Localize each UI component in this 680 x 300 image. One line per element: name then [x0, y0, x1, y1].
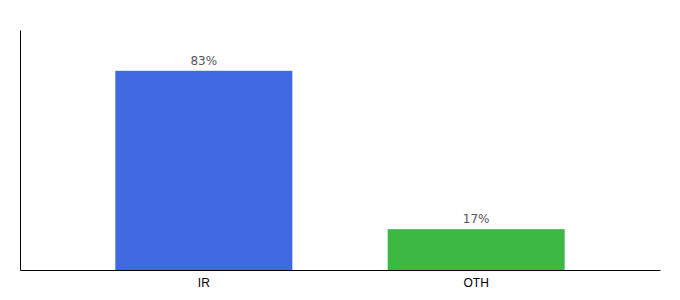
- data-labels: 83% 17%: [190, 54, 489, 226]
- x-tick-label: IR: [198, 276, 210, 290]
- x-tick: OTH: [463, 276, 488, 290]
- data-label: 83%: [190, 54, 217, 68]
- x-axis: IR OTH: [21, 271, 661, 290]
- y-axis-line: [20, 31, 21, 271]
- y-axis: [20, 31, 21, 271]
- x-axis-line: [21, 270, 661, 271]
- x-tick: IR: [198, 276, 210, 290]
- chart-svg: IR OTH 83% 17%: [0, 0, 680, 300]
- bar: [388, 229, 565, 270]
- bars: [115, 71, 564, 270]
- chart-container: IR OTH 83% 17%: [0, 0, 680, 300]
- x-tick-label: OTH: [463, 276, 488, 290]
- plot-area: IR OTH 83% 17%: [21, 31, 661, 290]
- bar: [115, 71, 292, 270]
- data-label: 17%: [463, 212, 490, 226]
